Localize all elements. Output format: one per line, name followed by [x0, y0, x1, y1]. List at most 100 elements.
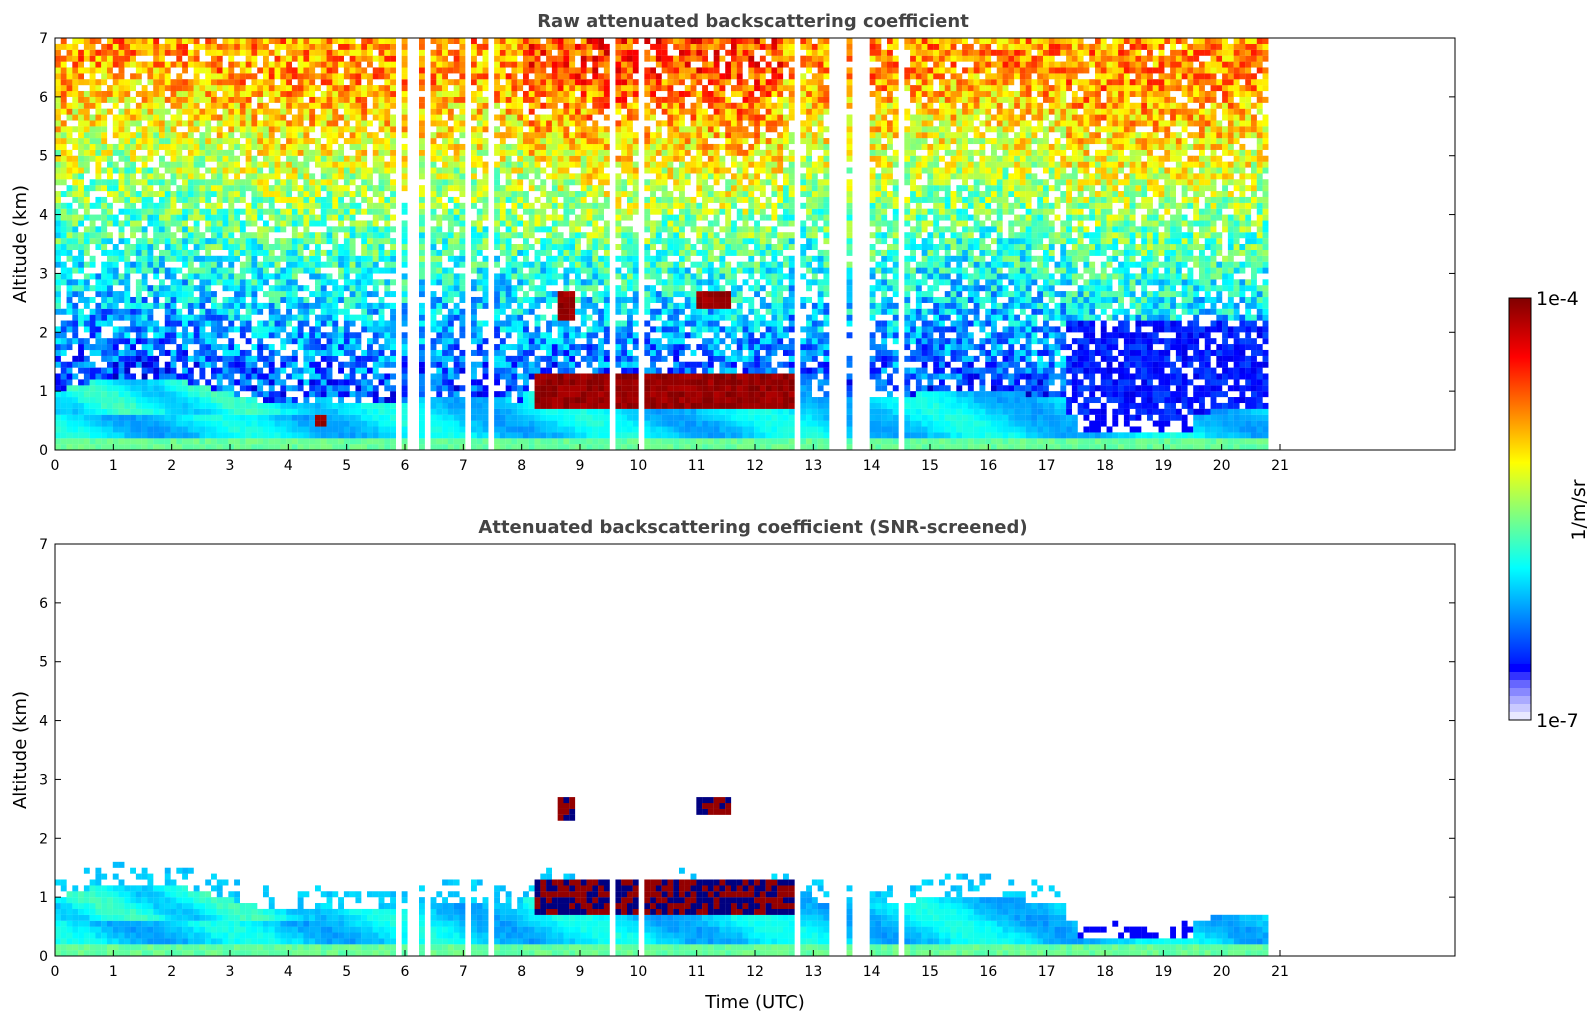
heatmap-cell — [199, 114, 206, 121]
heatmap-cell — [106, 291, 113, 298]
heatmap-cell — [309, 149, 316, 156]
heatmap-cell — [338, 367, 345, 374]
heatmap-cell — [274, 173, 281, 180]
heatmap-cell — [268, 255, 275, 262]
heatmap-cell — [563, 102, 570, 109]
heatmap-cell — [268, 61, 275, 68]
heatmap-cell — [505, 102, 512, 109]
heatmap-cell — [95, 408, 102, 415]
heatmap-cell — [55, 55, 61, 62]
heatmap-cell — [551, 220, 558, 227]
heatmap-cell — [170, 161, 177, 168]
heatmap-cell — [95, 385, 102, 392]
heatmap-cell — [297, 432, 304, 439]
heatmap-cell — [384, 120, 391, 127]
heatmap-cell — [262, 255, 269, 262]
heatmap-cell — [147, 385, 154, 392]
heatmap-cell — [211, 320, 217, 327]
heatmap-cell — [83, 120, 90, 127]
heatmap-cell — [141, 132, 148, 139]
heatmap-cell — [106, 426, 113, 433]
heatmap-cell — [153, 167, 160, 174]
heatmap-cell — [268, 132, 275, 139]
heatmap-cell — [459, 85, 466, 92]
heatmap-cell — [401, 55, 408, 62]
heatmap-cell — [78, 285, 85, 292]
heatmap-cell — [101, 426, 108, 433]
heatmap-cell — [390, 308, 397, 315]
heatmap-cell — [72, 279, 79, 286]
heatmap-cell — [182, 249, 188, 256]
heatmap-cell — [216, 302, 223, 309]
heatmap-cell — [494, 438, 501, 445]
heatmap-cell — [367, 244, 373, 251]
heatmap-cell — [494, 96, 501, 103]
heatmap-cell — [476, 220, 483, 227]
heatmap-cell — [291, 208, 298, 215]
heatmap-cell — [245, 208, 252, 215]
heatmap-cell — [349, 367, 356, 374]
heatmap-cell — [78, 267, 85, 274]
heatmap-cell — [228, 191, 235, 198]
heatmap-cell — [211, 361, 217, 368]
heatmap-cell — [135, 220, 142, 227]
heatmap-cell — [355, 155, 362, 162]
heatmap-cell — [187, 161, 194, 168]
heatmap-cell — [268, 226, 275, 233]
heatmap-cell — [251, 402, 258, 409]
heatmap-cell — [101, 244, 108, 251]
heatmap-cell — [268, 426, 275, 433]
heatmap-cell — [89, 344, 96, 351]
heatmap-cell — [390, 143, 397, 150]
heatmap-cell — [182, 397, 188, 404]
heatmap-cell — [239, 102, 246, 109]
heatmap-cell — [262, 244, 269, 251]
heatmap-cell — [153, 244, 160, 251]
heatmap-cell — [436, 249, 443, 256]
heatmap-cell — [187, 308, 194, 315]
heatmap-cell — [222, 402, 229, 409]
heatmap-cell — [430, 244, 437, 251]
heatmap-cell — [563, 120, 570, 127]
heatmap-cell — [135, 126, 142, 133]
heatmap-cell — [159, 79, 165, 86]
heatmap-cell — [124, 438, 131, 445]
heatmap-cell — [205, 90, 212, 97]
heatmap-cell — [83, 43, 90, 50]
heatmap-cell — [494, 132, 501, 139]
heatmap-cell — [170, 102, 177, 109]
heatmap-cell — [361, 349, 368, 356]
heatmap-cell — [447, 161, 454, 168]
heatmap-cell — [546, 79, 552, 86]
heatmap-cell — [245, 220, 252, 227]
heatmap-cell — [130, 408, 137, 415]
heatmap-cell — [153, 385, 160, 392]
heatmap-cell — [205, 196, 212, 203]
heatmap-cell — [239, 414, 246, 421]
heatmap-cell — [367, 179, 373, 186]
heatmap-cell — [60, 414, 67, 421]
heatmap-cell — [89, 85, 96, 92]
heatmap-cell — [430, 320, 437, 327]
heatmap-cell — [130, 149, 137, 156]
heatmap-cell — [95, 414, 102, 421]
heatmap-cell — [494, 326, 501, 333]
heatmap-cell — [268, 120, 275, 127]
heatmap-cell — [141, 432, 148, 439]
heatmap-cell — [343, 373, 350, 380]
heatmap-cell — [546, 196, 552, 203]
heatmap-cell — [534, 249, 541, 256]
heatmap-cell — [332, 38, 339, 45]
heatmap-cell — [320, 196, 327, 203]
heatmap-cell — [251, 173, 258, 180]
heatmap-cell — [216, 132, 223, 139]
heatmap-cell — [187, 226, 194, 233]
heatmap-cell — [511, 85, 518, 92]
heatmap-cell — [239, 226, 246, 233]
heatmap-cell — [401, 155, 408, 162]
heatmap-cell — [182, 296, 188, 303]
heatmap-cell — [176, 191, 183, 198]
heatmap-cell — [164, 338, 171, 345]
heatmap-cell — [320, 279, 327, 286]
heatmap-cell — [494, 49, 501, 56]
